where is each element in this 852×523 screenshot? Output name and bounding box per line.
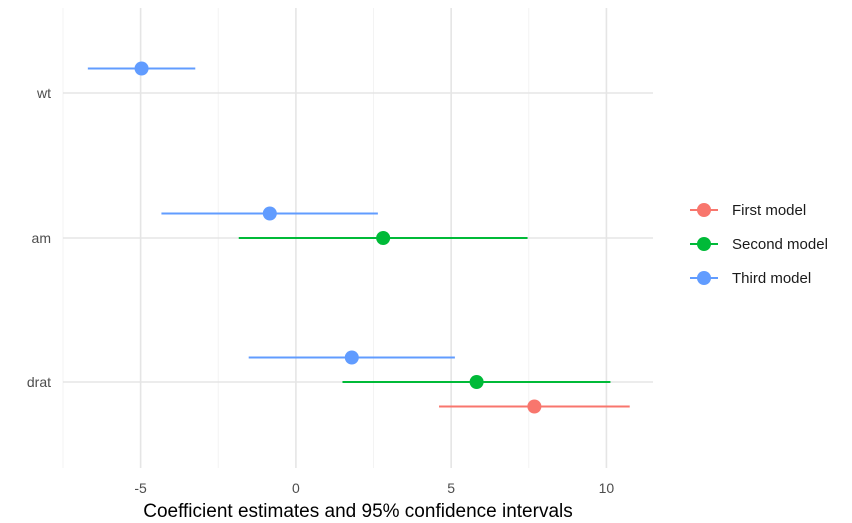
estimate-point [469,375,484,389]
estimate-point [344,350,359,365]
x-axis-title: Coefficient estimates and 95% confidence… [143,501,573,522]
estimate-point [527,399,542,414]
x-tick-label: 0 [292,480,300,496]
estimate-point [262,206,277,221]
y-tick-label: am [32,230,51,246]
legend-key-point [697,237,711,251]
x-tick-labels: -5 0 5 10 [134,480,614,496]
x-tick-label: 10 [599,480,615,496]
estimate-point [376,231,391,245]
y-tick-labels: wt am drat [27,85,51,390]
y-tick-label: drat [27,374,51,390]
legend-key-point [697,271,711,285]
legend-label: First model [732,202,806,219]
legend-key-point [697,203,711,217]
x-tick-label: -5 [134,480,147,496]
y-tick-label: wt [36,85,51,101]
estimate-point [134,61,149,76]
x-tick-label: 5 [447,480,455,496]
legend: First model Second model Third model [690,202,828,287]
plot-marks [87,61,630,414]
legend-label: Second model [732,236,828,253]
legend-label: Third model [732,270,811,287]
